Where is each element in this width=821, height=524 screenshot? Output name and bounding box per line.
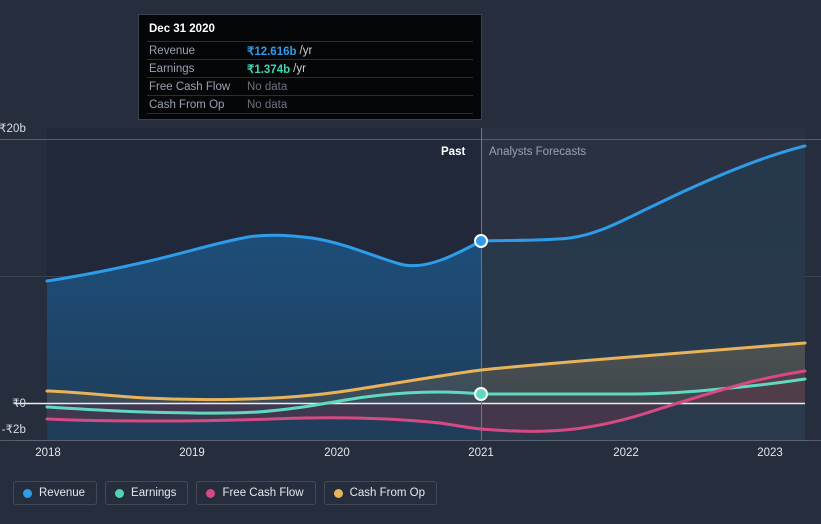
legend-dot-revenue-icon (23, 488, 32, 498)
tooltip-label-earnings: Earnings (149, 62, 195, 75)
tooltip-value-free-cash-flow: No data (247, 80, 288, 93)
past-label: Past (441, 146, 466, 158)
tooltip-date: Dec 31 2020 (149, 23, 215, 35)
x-axis-label-2019: 2019 (179, 447, 205, 459)
y-axis-label-20b: ₹20b (0, 123, 26, 135)
legend-dot-cash-from-op-icon (333, 488, 343, 498)
x-axis-label-2020: 2020 (324, 447, 350, 459)
x-axis-label-2022: 2022 (613, 447, 639, 459)
marker-earnings[interactable] (474, 387, 488, 401)
y-axis-label-neg2b: -₹2b (1, 424, 26, 436)
tooltip-value-earnings: ₹1.374b (247, 63, 291, 76)
series-line-revenue (45, 144, 807, 283)
legend-item-earnings[interactable]: Earnings (105, 481, 189, 505)
x-axis-label-2023: 2023 (757, 447, 783, 459)
x-axis-label-2021: 2021 (468, 447, 494, 459)
legend-dot-free-cash-flow-icon (206, 488, 216, 498)
legend-item-cash-from-op[interactable]: Cash From Op (323, 481, 438, 505)
legend-label-free-cash-flow: Free Cash Flow (222, 487, 304, 499)
legend-item-free-cash-flow[interactable]: Free Cash Flow (196, 481, 316, 505)
legend-label-earnings: Earnings (131, 487, 177, 499)
tooltip-row-cash-from-op: Cash From Op No data (147, 95, 473, 113)
tooltip-row-revenue: Revenue ₹12.616b /yr (147, 41, 473, 59)
legend-item-revenue[interactable]: Revenue (13, 481, 98, 505)
chart-svg (0, 128, 821, 441)
series-line-free-cash-flow (45, 369, 807, 433)
y-axis-label-0: ₹0 (12, 398, 26, 410)
legend-label-revenue: Revenue (39, 487, 86, 499)
tooltip-value-cash-from-op: No data (247, 98, 288, 111)
tooltip-row-free-cash-flow: Free Cash Flow No data (147, 77, 473, 95)
tooltip-label-revenue: Revenue (149, 44, 196, 57)
legend-label-cash-from-op: Cash From Op (349, 487, 426, 499)
tooltip-label-free-cash-flow: Free Cash Flow (149, 80, 231, 93)
series-line-earnings (45, 377, 807, 415)
legend-dot-earnings-icon (115, 488, 125, 498)
tooltip-footer-divider (147, 113, 473, 115)
cash-from-op-area (47, 343, 805, 403)
free-cash-flow-area (47, 371, 805, 432)
chart-legend: Revenue Earnings Free Cash Flow Cash Fro… (13, 481, 438, 505)
analysts-forecasts-label: Analysts Forecasts (489, 146, 587, 158)
tooltip-label-cash-from-op: Cash From Op (149, 98, 225, 111)
tooltip-value-revenue: ₹12.616b (247, 45, 297, 58)
series-line-cash-from-op (45, 341, 807, 402)
tooltip-unit-revenue: /yr (299, 44, 313, 57)
marker-revenue[interactable] (474, 234, 488, 248)
x-axis-label-2018: 2018 (35, 447, 61, 459)
chart-tooltip: Dec 31 2020 Revenue ₹12.616b /yr Earning… (138, 14, 482, 120)
tooltip-unit-earnings: /yr (293, 62, 306, 75)
tooltip-row-earnings: Earnings ₹1.374b /yr (147, 59, 473, 77)
chart-plot-area: ₹20b ₹0 -₹2b Past Analysts Forecasts (0, 123, 821, 441)
